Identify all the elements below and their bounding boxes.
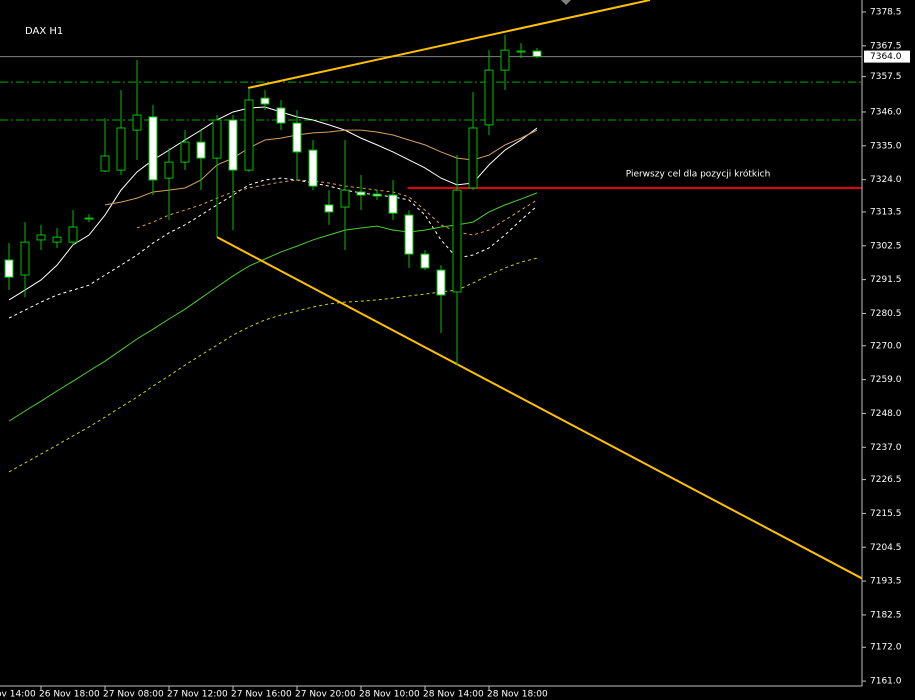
- x-tick-label: 27 Nov 20:00: [295, 690, 356, 700]
- x-tick-label: 28 Nov 10:00: [359, 690, 420, 700]
- candle-body: [356, 191, 366, 196]
- x-tick-label: 27 Nov 12:00: [167, 690, 228, 700]
- candle-body: [388, 194, 398, 214]
- candle-body: [484, 69, 494, 126]
- candle-body: [372, 193, 382, 197]
- candle-body: [36, 234, 46, 241]
- candle-body: [516, 50, 526, 53]
- candle-body: [324, 204, 334, 213]
- y-tick-label: 7280.5: [870, 309, 902, 319]
- x-tick-label: 26 Nov 14:00: [0, 690, 36, 700]
- y-tick-label: 7346.0: [870, 107, 902, 117]
- y-tick-label: 7161.0: [870, 677, 902, 687]
- moving-average: [104, 129, 538, 206]
- moving-average: [8, 257, 538, 473]
- candle-body: [260, 97, 270, 105]
- candle-body: [68, 226, 78, 243]
- x-tick-label: 27 Nov 16:00: [231, 690, 292, 700]
- y-tick-label: 7193.5: [870, 577, 902, 587]
- y-tick-label: 7313.5: [870, 207, 902, 217]
- candle-body: [132, 114, 142, 131]
- chart-title: DAX H1: [25, 26, 63, 37]
- y-tick-label: 7378.5: [870, 7, 902, 17]
- candle-body: [340, 189, 350, 208]
- moving-average: [136, 179, 538, 236]
- y-tick-label: 7259.0: [870, 375, 902, 385]
- y-tick-label: 7204.5: [870, 543, 902, 553]
- y-tick-label: 7270.0: [870, 341, 902, 351]
- y-tick-label: 7215.5: [870, 509, 902, 519]
- moving-average: [8, 177, 538, 319]
- y-tick-label: 7172.0: [870, 643, 902, 653]
- y-tick-label: 7367.5: [870, 41, 902, 51]
- plot-area: Pierwszy cel dla pozycji krótkich: [0, 0, 862, 580]
- y-tick-label: 7182.5: [870, 610, 902, 620]
- moving-average: [8, 192, 538, 422]
- candle-body: [436, 269, 446, 296]
- candle-body: [116, 127, 126, 171]
- y-tick-label: 7302.5: [870, 241, 902, 251]
- candle-body: [212, 119, 222, 159]
- candle-body: [244, 99, 254, 171]
- candle-body: [468, 127, 478, 189]
- y-tick-label: 7335.0: [870, 141, 902, 151]
- candle-body: [308, 149, 318, 187]
- scroll-marker: [561, 0, 571, 5]
- y-tick-label: 7237.0: [870, 443, 902, 453]
- y-tick-label: 7226.5: [870, 475, 902, 485]
- y-tick-label: 7324.0: [870, 175, 902, 185]
- candle-body: [52, 236, 62, 243]
- trendline: [216, 236, 862, 580]
- y-tick-label: 7357.5: [870, 72, 902, 82]
- candle-body: [500, 49, 510, 71]
- candle-body: [100, 155, 110, 172]
- candle-body: [452, 189, 462, 293]
- candle-body: [276, 107, 286, 124]
- last-price-label: 7364.0: [870, 52, 902, 62]
- y-tick-label: 7291.5: [870, 275, 902, 285]
- candle-body: [532, 50, 542, 58]
- candle-body: [148, 116, 158, 181]
- trendline: [247, 0, 651, 89]
- candle-body: [228, 119, 238, 171]
- candle-body: [404, 214, 414, 255]
- candle-body: [84, 217, 94, 220]
- candle-body: [420, 253, 430, 269]
- x-tick-label: 27 Nov 08:00: [103, 690, 164, 700]
- x-tick-label: 26 Nov 18:00: [39, 690, 100, 700]
- y-tick-label: 7248.0: [870, 409, 902, 419]
- last-price-tag: [864, 50, 910, 63]
- moving-average: [8, 106, 538, 301]
- x-tick-label: 28 Nov 14:00: [423, 690, 484, 700]
- annotation: Pierwszy cel dla pozycji krótkich: [626, 169, 771, 180]
- candle-body: [292, 122, 302, 153]
- candle-body: [180, 141, 190, 163]
- candle-body: [4, 259, 14, 278]
- x-tick-label: 28 Nov 18:00: [487, 690, 548, 700]
- candle-body: [164, 161, 174, 179]
- candle-body: [196, 141, 206, 159]
- candle-body: [20, 241, 30, 276]
